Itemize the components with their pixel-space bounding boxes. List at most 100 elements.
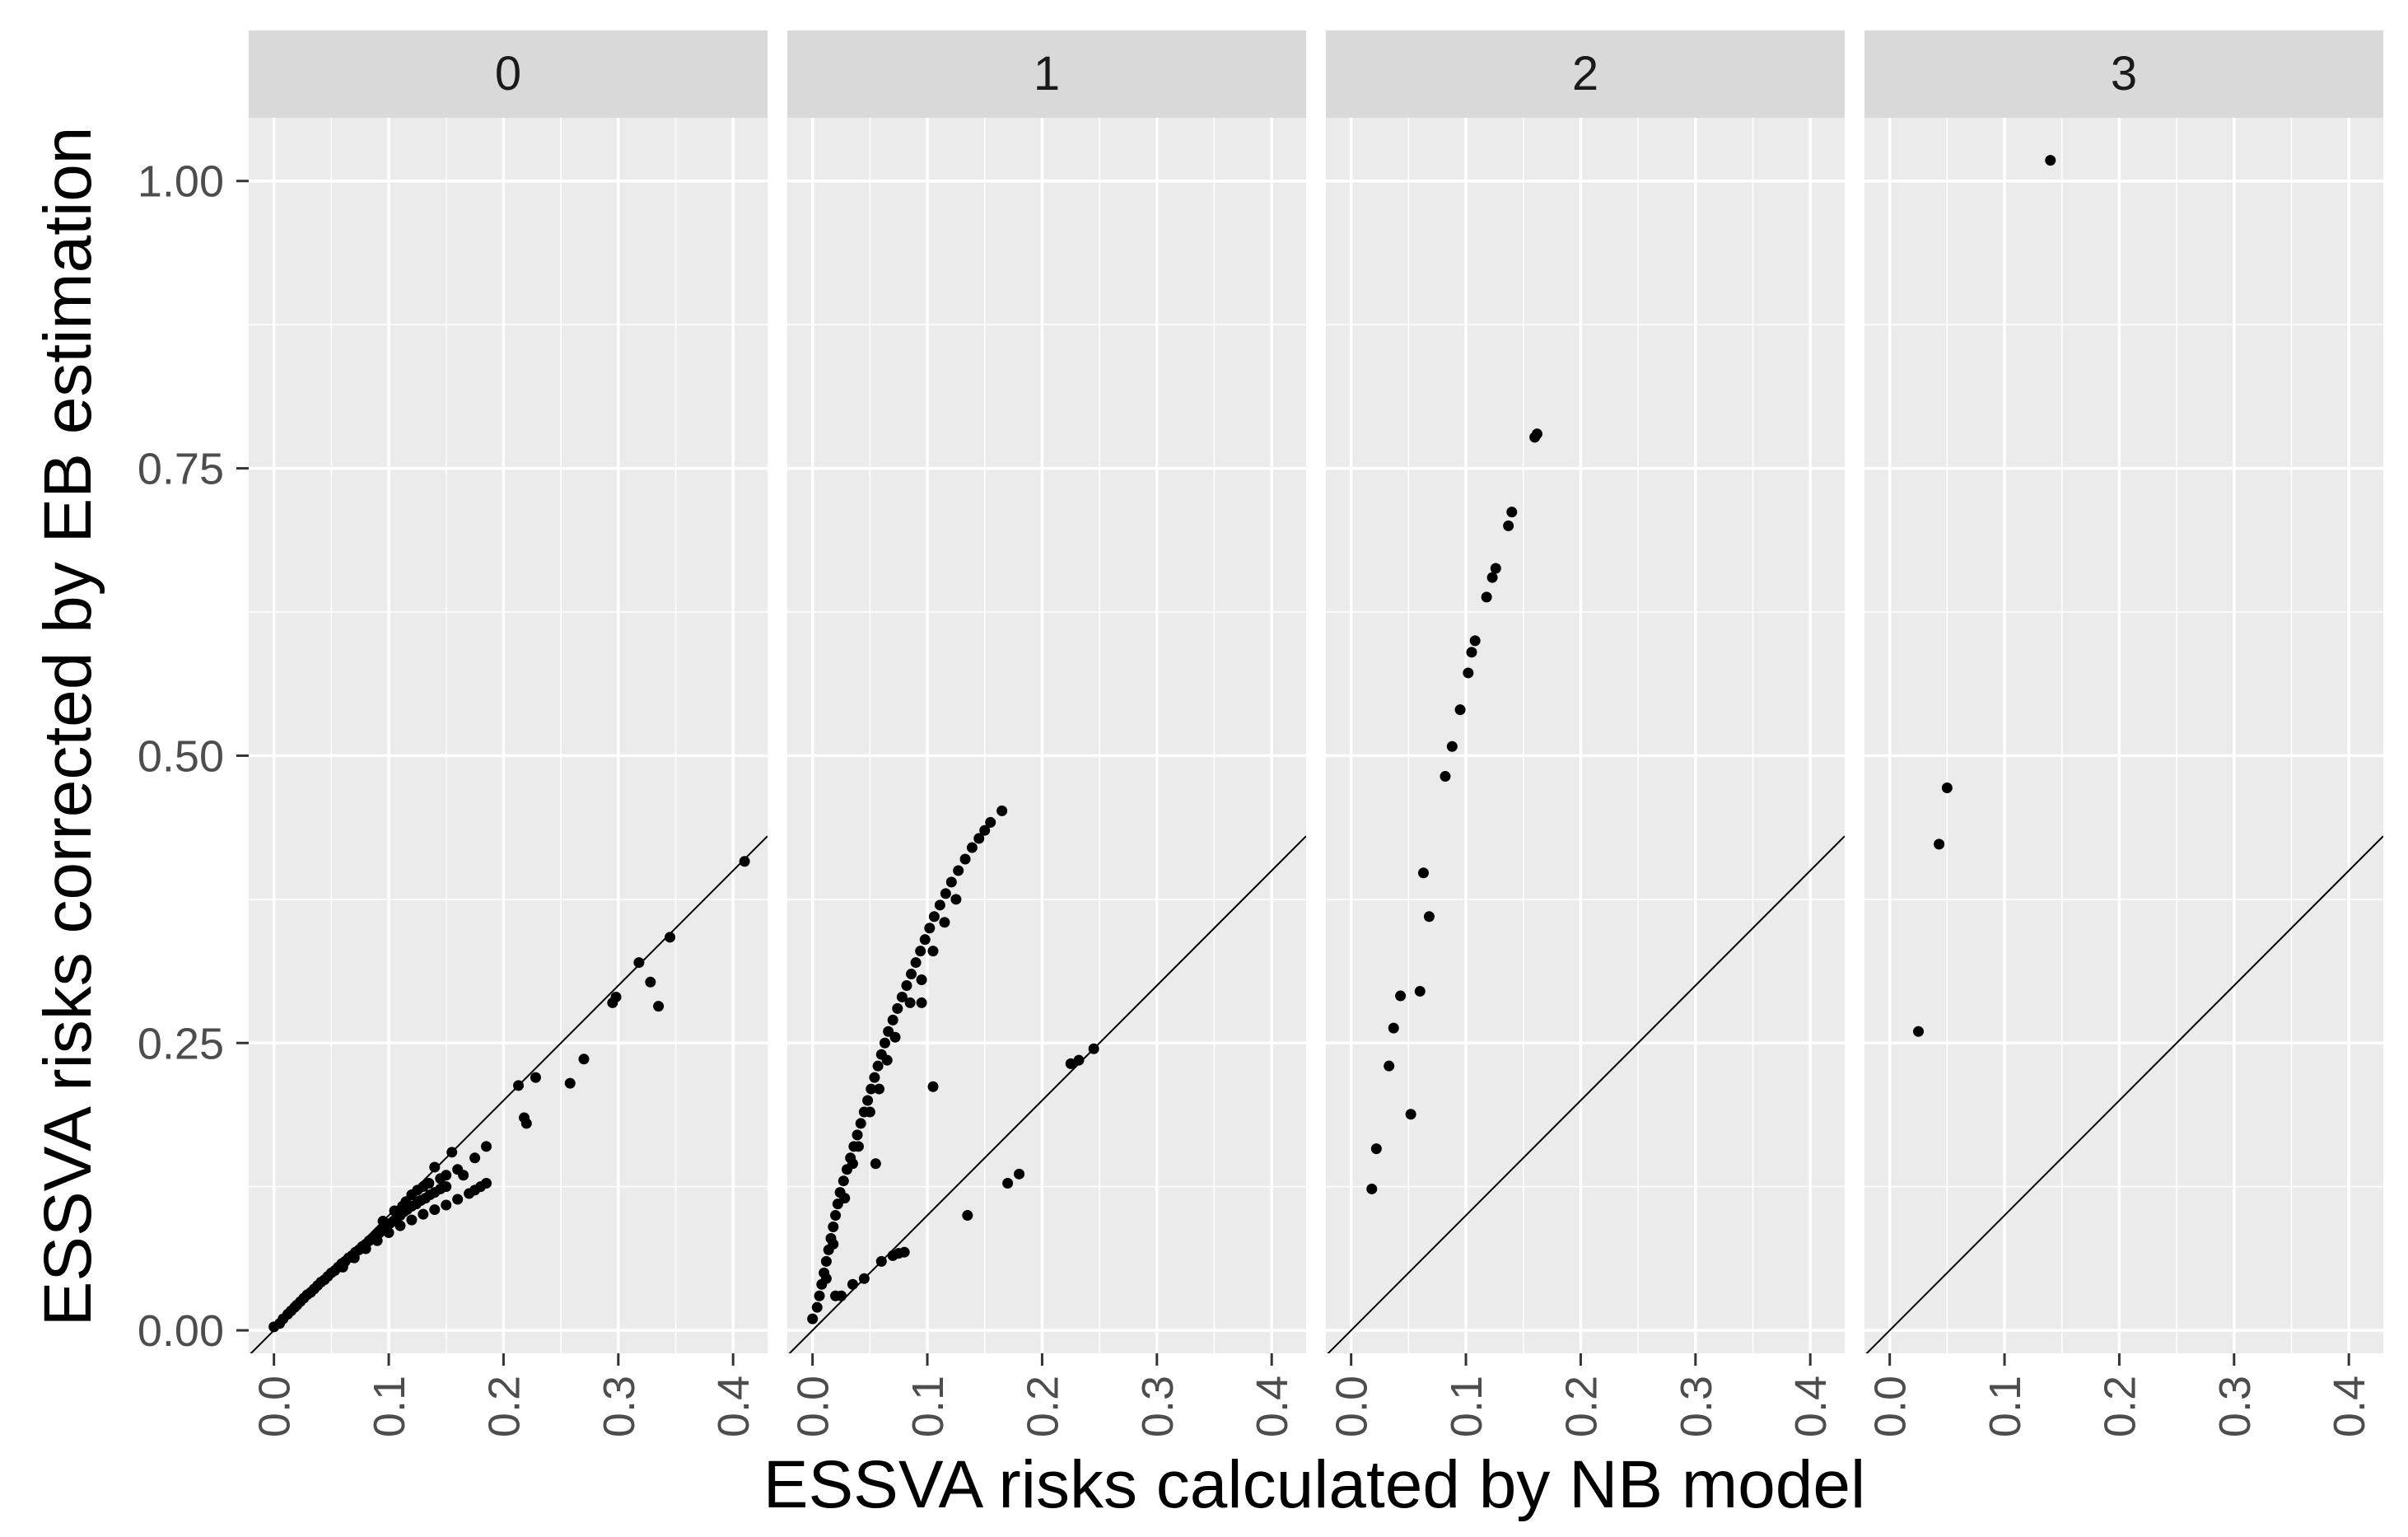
data-point — [872, 1060, 884, 1072]
reference-line — [1327, 835, 1845, 1353]
data-point — [915, 946, 926, 957]
data-point — [962, 1210, 973, 1222]
data-point — [1531, 428, 1542, 440]
data-point — [1002, 1177, 1014, 1189]
data-point — [441, 1199, 452, 1211]
data-point — [889, 1031, 901, 1043]
facet-panel-3: 3 — [1864, 30, 2383, 1353]
data-point — [858, 1273, 870, 1284]
data-point — [653, 1001, 665, 1012]
reference-line — [788, 835, 1306, 1353]
data-point — [452, 1194, 464, 1205]
data-point — [847, 1158, 858, 1170]
data-point — [469, 1152, 481, 1164]
data-point — [564, 1077, 576, 1089]
data-point — [879, 1037, 890, 1049]
data-point — [966, 842, 978, 853]
data-point — [1073, 1054, 1085, 1066]
data-point — [429, 1204, 441, 1216]
facet-strip — [249, 30, 768, 118]
data-point — [838, 1175, 849, 1187]
data-point — [919, 934, 931, 946]
data-point — [1370, 1143, 1382, 1155]
data-point — [814, 1290, 825, 1301]
facet-strip — [1326, 30, 1845, 118]
points-series-0 — [268, 856, 750, 1333]
facet-strip — [787, 30, 1306, 118]
facet-panel-0: 0 — [249, 30, 768, 1353]
data-point — [1088, 1043, 1099, 1054]
data-point — [1481, 591, 1492, 603]
data-point — [862, 1095, 874, 1106]
data-point — [481, 1177, 492, 1189]
facet-strip-label: 2 — [1572, 47, 1598, 100]
x-tick-label: 0.0 — [1866, 1376, 1916, 1437]
data-point — [866, 1083, 877, 1095]
data-point — [418, 1181, 429, 1193]
data-point — [864, 1106, 875, 1118]
data-point — [898, 1246, 910, 1258]
data-point — [852, 1129, 863, 1141]
data-point — [397, 1200, 408, 1212]
data-point — [739, 856, 750, 867]
data-point — [820, 1273, 832, 1284]
data-point — [1463, 667, 1474, 679]
data-point — [389, 1205, 400, 1217]
data-point — [429, 1161, 441, 1173]
y-tick-label: 0.25 — [138, 1019, 224, 1068]
y-tick-label: 0.00 — [138, 1306, 224, 1356]
data-point — [953, 865, 964, 876]
data-point — [1466, 647, 1477, 658]
points-series-3 — [1913, 155, 2056, 1037]
x-tick-label: 0.0 — [250, 1376, 300, 1437]
data-point — [1506, 507, 1518, 518]
data-point — [934, 899, 945, 911]
data-point — [441, 1170, 452, 1181]
data-point — [1490, 563, 1501, 574]
data-point — [887, 1014, 898, 1025]
x-tick-label: 0.2 — [479, 1376, 529, 1437]
points-series-1 — [807, 805, 1099, 1324]
data-point — [610, 991, 622, 1002]
x-tick-label: 0.1 — [1442, 1376, 1491, 1437]
data-point — [383, 1226, 394, 1238]
x-tick-label: 0.4 — [1786, 1376, 1836, 1437]
data-point — [1014, 1168, 1025, 1180]
data-point — [950, 894, 962, 905]
data-point — [959, 853, 971, 865]
y-tick-label: 1.00 — [138, 157, 224, 207]
data-point — [852, 1141, 864, 1152]
data-point — [904, 997, 916, 1008]
y-axis: 0.00 0.25 0.50 0.75 1.00 — [138, 157, 249, 1356]
x-tick-label: 0.4 — [2325, 1376, 2374, 1437]
facet-strip — [1864, 30, 2383, 118]
data-point — [1405, 1109, 1416, 1120]
data-point — [371, 1235, 383, 1246]
data-point — [394, 1220, 406, 1231]
data-point — [924, 923, 936, 934]
x-tick-label: 0.3 — [2210, 1376, 2260, 1437]
data-point — [520, 1118, 532, 1129]
data-point — [870, 1158, 881, 1170]
data-point — [406, 1214, 418, 1226]
data-point — [828, 1238, 839, 1250]
y-tick-label: 0.50 — [138, 731, 224, 781]
facet-strip-label: 0 — [495, 47, 521, 100]
data-point — [811, 1301, 823, 1313]
panel-background — [1326, 118, 1845, 1353]
data-point — [996, 805, 1008, 816]
data-point — [836, 1290, 847, 1301]
facet-strip-label: 1 — [1034, 47, 1060, 100]
facet-strip-label: 3 — [2111, 47, 2137, 100]
data-point — [337, 1261, 348, 1273]
data-point — [985, 816, 996, 828]
data-point — [1934, 839, 1945, 850]
data-point — [1395, 990, 1407, 1002]
data-point — [820, 1255, 832, 1267]
panel-background — [249, 118, 768, 1353]
data-point — [839, 1193, 851, 1204]
facet-panel-1: 1 — [787, 30, 1306, 1353]
x-axis-title: ESSVA risks calculated by NB model — [763, 1447, 1865, 1522]
data-point — [1423, 911, 1435, 923]
